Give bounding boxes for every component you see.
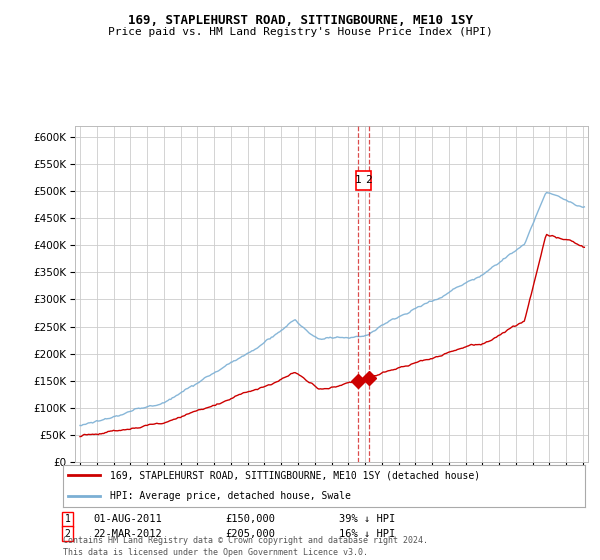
Text: 2: 2: [365, 175, 372, 185]
Text: HPI: Average price, detached house, Swale: HPI: Average price, detached house, Swal…: [110, 491, 351, 501]
Text: £205,000: £205,000: [225, 529, 275, 539]
Text: 2: 2: [65, 529, 71, 539]
Text: 22-MAR-2012: 22-MAR-2012: [93, 529, 162, 539]
Text: £150,000: £150,000: [225, 514, 275, 524]
Text: 169, STAPLEHURST ROAD, SITTINGBOURNE, ME10 1SY: 169, STAPLEHURST ROAD, SITTINGBOURNE, ME…: [128, 14, 473, 27]
Bar: [356, 171, 371, 190]
Text: 39% ↓ HPI: 39% ↓ HPI: [339, 514, 395, 524]
Text: 1: 1: [65, 514, 71, 524]
Text: 1: 1: [355, 175, 362, 185]
Text: 01-AUG-2011: 01-AUG-2011: [93, 514, 162, 524]
Text: 169, STAPLEHURST ROAD, SITTINGBOURNE, ME10 1SY (detached house): 169, STAPLEHURST ROAD, SITTINGBOURNE, ME…: [110, 470, 480, 480]
Text: Contains HM Land Registry data © Crown copyright and database right 2024.
This d: Contains HM Land Registry data © Crown c…: [63, 536, 428, 557]
Text: Price paid vs. HM Land Registry's House Price Index (HPI): Price paid vs. HM Land Registry's House …: [107, 27, 493, 37]
Text: 16% ↓ HPI: 16% ↓ HPI: [339, 529, 395, 539]
